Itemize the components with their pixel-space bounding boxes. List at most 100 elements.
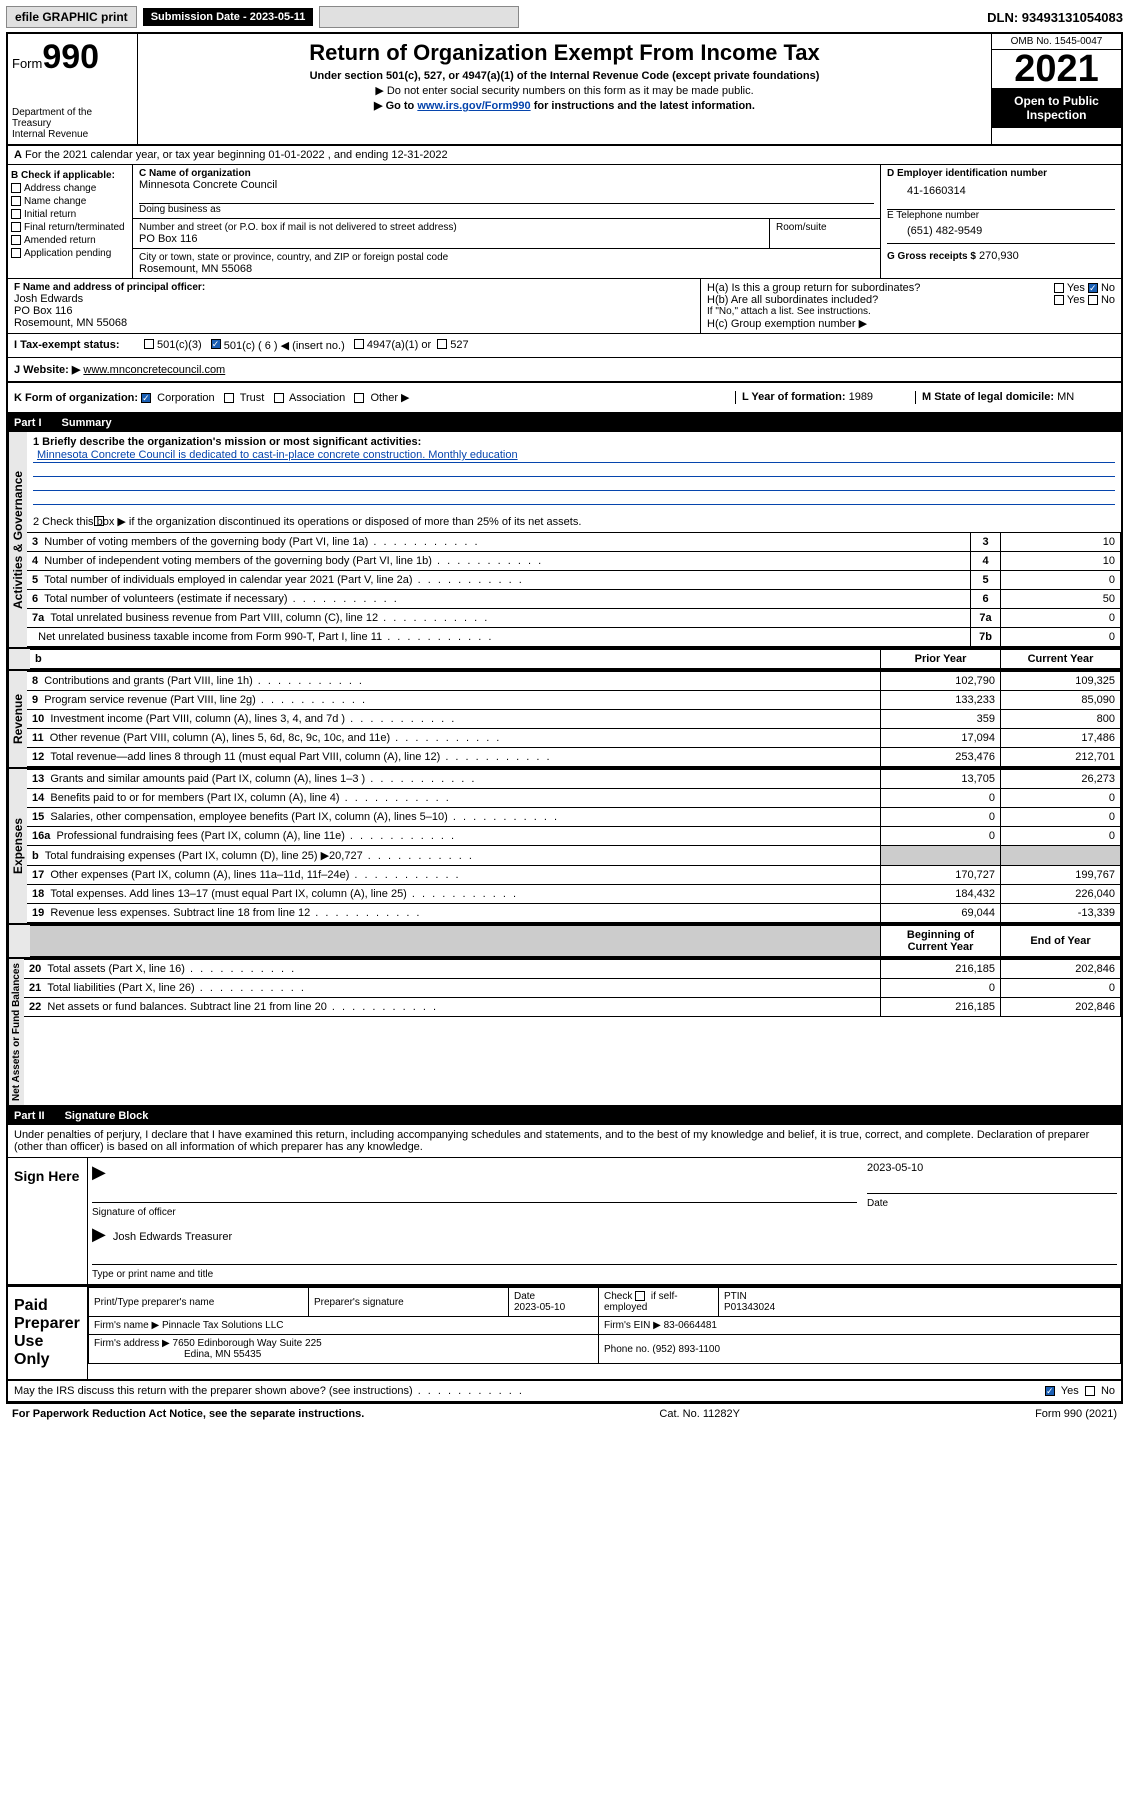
officer-name-title: Josh Edwards Treasurer <box>113 1231 232 1243</box>
row-box: 7a <box>971 609 1001 628</box>
j-label: J Website: ▶ <box>14 364 80 376</box>
prior-value: 133,233 <box>881 691 1001 710</box>
header-sub3-post: for instructions and the latest informat… <box>531 100 755 112</box>
row-box: 4 <box>971 552 1001 571</box>
row-label: Benefits paid to or for members (Part IX… <box>50 792 450 804</box>
officer-addr: PO Box 116 <box>14 305 694 317</box>
row-value: 10 <box>1001 552 1121 571</box>
chk-address-change[interactable] <box>11 183 21 193</box>
chk-name-change[interactable] <box>11 196 21 206</box>
i-opt1: 501(c)(3) <box>157 339 202 352</box>
ha-label: H(a) Is this a group return for subordin… <box>707 282 920 294</box>
i-opt2: 501(c) ( 6 ) ◀ (insert no.) <box>224 339 345 352</box>
b-opt-1: Name change <box>24 196 86 207</box>
sig-date-value: 2023-05-10 <box>867 1162 1117 1174</box>
row-label: Contributions and grants (Part VIII, lin… <box>44 675 364 687</box>
current-value: 199,767 <box>1001 866 1121 885</box>
current-value: 0 <box>1001 808 1121 827</box>
prior-value: 0 <box>881 827 1001 846</box>
k-opt0: Corporation <box>157 392 214 404</box>
org-name: Minnesota Concrete Council <box>139 179 874 191</box>
k-opt2: Association <box>289 392 345 404</box>
col-prior-header: Prior Year <box>881 650 1001 669</box>
prior-value: 184,432 <box>881 885 1001 904</box>
i-opt4: 527 <box>450 339 468 352</box>
chk-corp[interactable] <box>141 393 151 403</box>
current-value: 226,040 <box>1001 885 1121 904</box>
k-opt3: Other ▶ <box>370 392 409 404</box>
d-label: D Employer identification number <box>887 168 1115 179</box>
prior-value: 216,185 <box>881 998 1001 1017</box>
sig-arrow-icon: ▶ <box>92 1162 106 1182</box>
prior-value: 0 <box>881 979 1001 998</box>
current-value: 0 <box>1001 979 1121 998</box>
chk-final-return[interactable] <box>11 222 21 232</box>
current-value: 0 <box>1001 827 1121 846</box>
g-label: G Gross receipts $ <box>887 251 976 262</box>
row-num: 3 <box>32 536 38 548</box>
chk-assoc[interactable] <box>274 393 284 403</box>
chk-app-pending[interactable] <box>11 248 21 258</box>
row-label: Net unrelated business taxable income fr… <box>38 631 493 643</box>
current-value: 800 <box>1001 710 1121 729</box>
row-label: Number of voting members of the governin… <box>44 536 479 548</box>
row-num: 8 <box>32 675 38 687</box>
b-label: B Check if applicable: <box>11 170 129 181</box>
chk-self-employed[interactable] <box>635 1291 645 1301</box>
current-value: -13,339 <box>1001 904 1121 923</box>
m-label: M State of legal domicile: <box>922 391 1054 403</box>
phone-value: (651) 482-9549 <box>887 221 1115 241</box>
current-value: 212,701 <box>1001 748 1121 767</box>
chk-501c3[interactable] <box>144 339 154 349</box>
chk-amended[interactable] <box>11 235 21 245</box>
row-num: 13 <box>32 773 44 785</box>
row-label: Other revenue (Part VIII, column (A), li… <box>50 732 502 744</box>
row-num: b <box>32 850 39 862</box>
chk-4947[interactable] <box>354 339 364 349</box>
form-word: Form <box>12 56 42 71</box>
chk-trust[interactable] <box>224 393 234 403</box>
m-value: MN <box>1057 391 1074 403</box>
chk-discuss-no[interactable] <box>1085 1386 1095 1396</box>
chk-discuss-yes[interactable] <box>1045 1386 1055 1396</box>
current-value: 109,325 <box>1001 672 1121 691</box>
chk-ha-no[interactable] <box>1088 283 1098 293</box>
city-label: City or town, state or province, country… <box>139 252 874 263</box>
prep-date: 2023-05-10 <box>514 1302 593 1313</box>
ein-value: 41-1660314 <box>887 179 1115 207</box>
chk-q2[interactable] <box>94 516 104 526</box>
dept-treasury: Department of the Treasury <box>12 107 133 129</box>
chk-501c[interactable] <box>211 339 221 349</box>
chk-initial-return[interactable] <box>11 209 21 219</box>
firm-phone-label: Phone no. <box>604 1344 650 1355</box>
chk-hb-yes[interactable] <box>1054 295 1064 305</box>
efile-print-button[interactable]: efile GRAPHIC print <box>6 6 137 28</box>
line-a-text: For the 2021 calendar year, or tax year … <box>25 149 448 161</box>
prior-value: 69,044 <box>881 904 1001 923</box>
chk-hb-no[interactable] <box>1088 295 1098 305</box>
prep-h3: Date <box>514 1291 593 1302</box>
officer-city: Rosemount, MN 55068 <box>14 317 694 329</box>
prior-value: 253,476 <box>881 748 1001 767</box>
row-num: 12 <box>32 751 44 763</box>
website-link[interactable]: www.mnconcretecouncil.com <box>83 364 225 376</box>
mission-text[interactable]: Minnesota Concrete Council is dedicated … <box>37 449 518 461</box>
submission-date: Submission Date - 2023-05-11 <box>143 8 314 26</box>
chk-other[interactable] <box>354 393 364 403</box>
current-value: 26,273 <box>1001 770 1121 789</box>
blank-button[interactable] <box>319 6 519 28</box>
open-public: Open to Public Inspection <box>992 88 1121 128</box>
chk-527[interactable] <box>437 339 447 349</box>
row-num: 6 <box>32 593 38 605</box>
form990-link[interactable]: www.irs.gov/Form990 <box>417 100 530 112</box>
row-num: 19 <box>32 907 44 919</box>
row-label: Grants and similar amounts paid (Part IX… <box>50 773 476 785</box>
vert-expenses: Expenses <box>8 769 27 923</box>
firm-ein: 83-0664481 <box>664 1320 717 1331</box>
vert-activities-governance: Activities & Governance <box>8 432 27 647</box>
penalties-text: Under penalties of perjury, I declare th… <box>6 1125 1123 1157</box>
hb-label: H(b) Are all subordinates included? <box>707 294 878 306</box>
row-num: 18 <box>32 888 44 900</box>
chk-ha-yes[interactable] <box>1054 283 1064 293</box>
firm-ein-label: Firm's EIN ▶ <box>604 1320 661 1331</box>
